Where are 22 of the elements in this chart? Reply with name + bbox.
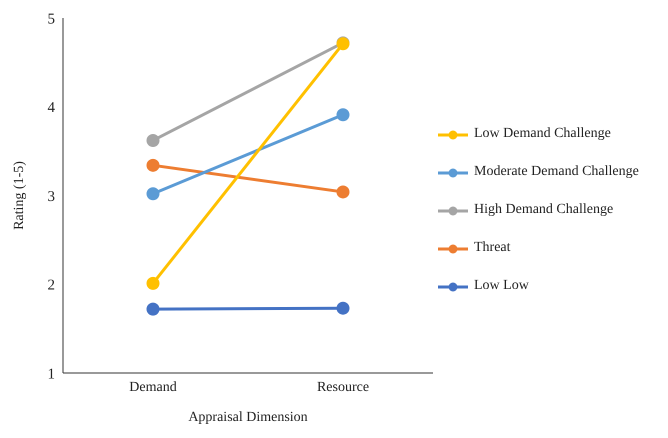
y-tick-label: 1	[48, 366, 55, 382]
point	[146, 302, 160, 316]
point	[146, 134, 160, 147]
legend-label: Low Demand Challenge	[474, 126, 612, 142]
legend-label: Low Low	[474, 278, 530, 294]
point	[146, 158, 160, 172]
y-axis-title: Rating (1-5)	[12, 160, 27, 230]
x-tick-label: Resource	[316, 380, 370, 395]
legend-label: High Demand Challenge	[474, 202, 614, 218]
y-tick-label: 3	[48, 188, 55, 205]
x-axis-title: Appraisal Dimension	[188, 410, 308, 425]
point	[146, 276, 160, 290]
y-tick-label: 2	[48, 278, 55, 294]
point	[336, 185, 350, 198]
point	[336, 302, 350, 315]
legend-label: Threat	[474, 240, 512, 256]
x-tick-label: Demand	[129, 380, 177, 395]
point	[146, 187, 160, 200]
legend-label: Moderate Demand Challenge	[474, 164, 639, 180]
y-tick-label: 4	[48, 100, 56, 116]
y-tick-label: 5	[48, 11, 55, 28]
point	[336, 108, 350, 122]
